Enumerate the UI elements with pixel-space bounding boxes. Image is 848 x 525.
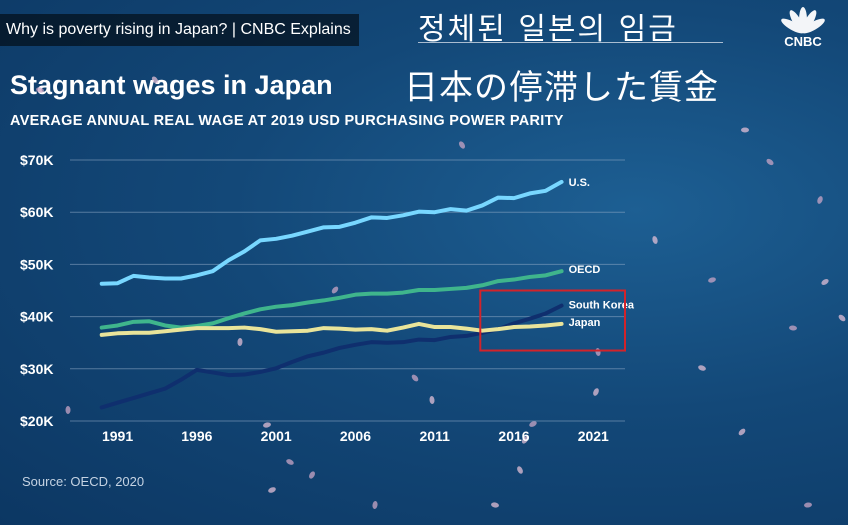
x-tick-label: 2006 [340, 428, 371, 444]
petal [268, 487, 276, 493]
video-title-bar[interactable]: Why is poverty rising in Japan? | CNBC E… [0, 14, 359, 46]
petal [458, 141, 466, 149]
petal [331, 286, 339, 294]
petal [517, 466, 523, 474]
petal [698, 365, 706, 371]
petal [741, 127, 749, 133]
petal [652, 236, 658, 244]
petal [491, 502, 499, 508]
petal [151, 76, 159, 84]
series-label: U.S. [569, 177, 590, 189]
chart-subtitle: AVERAGE ANNUAL REAL WAGE AT 2019 USD PUR… [10, 113, 564, 129]
petal [821, 279, 829, 285]
japanese-caption: 日本の停滞した賃金 [404, 68, 719, 108]
caption-divider [418, 42, 723, 43]
petal [411, 374, 419, 382]
petal [263, 422, 271, 428]
series-label: OECD [569, 264, 601, 276]
petal [766, 158, 774, 166]
korean-caption: 정체된 일본의 임금 [418, 12, 678, 47]
y-tick-label: $50K [20, 256, 53, 272]
series-line-japan [99, 321, 564, 337]
series-label: South Korea [569, 300, 635, 312]
series-line-u-s- [99, 179, 564, 286]
cherry-blossom-petals [36, 76, 846, 509]
cnbc-logo-text: CNBC [784, 34, 822, 49]
petal [804, 502, 812, 508]
x-tick-label: 2011 [420, 428, 451, 444]
petal [738, 428, 746, 436]
x-tick-label: 2016 [498, 428, 529, 444]
y-axis-ticks: $20K $30K $40K $50K $60K $70K [20, 152, 53, 429]
petal [593, 388, 599, 396]
series-label: Japan [569, 317, 601, 329]
petal [817, 196, 823, 204]
petal [65, 406, 71, 414]
x-tick-label: 2001 [261, 428, 292, 444]
petal [309, 471, 315, 479]
x-tick-label: 2021 [578, 428, 609, 444]
series-line-oecd [99, 269, 564, 330]
series-labels: U.S. OECD South Korea Japan [569, 177, 635, 329]
petal [372, 501, 378, 509]
petal [429, 396, 435, 404]
petal [36, 87, 44, 93]
chart-title: Stagnant wages in Japan [10, 70, 333, 100]
petal [595, 348, 601, 356]
x-axis-ticks: 1991 1996 2001 2006 2011 2016 2021 [102, 428, 609, 444]
petal [708, 277, 716, 283]
x-tick-label: 1991 [102, 428, 133, 444]
y-tick-label: $70K [20, 152, 53, 168]
highlight-box [479, 289, 626, 352]
chart-source: Source: OECD, 2020 [22, 474, 145, 489]
petal [789, 325, 797, 331]
cnbc-peacock-logo-icon [781, 7, 825, 34]
series-line-south-korea [99, 303, 564, 410]
x-tick-label: 1996 [181, 428, 212, 444]
y-tick-label: $30K [20, 361, 53, 377]
petal [529, 421, 537, 427]
chart-series-lines [99, 179, 564, 410]
y-tick-label: $40K [20, 309, 53, 325]
petal [838, 314, 846, 322]
y-tick-label: $60K [20, 204, 53, 220]
petal [237, 338, 243, 346]
petal [286, 459, 294, 465]
y-tick-label: $20K [20, 413, 53, 429]
petal [521, 436, 529, 444]
